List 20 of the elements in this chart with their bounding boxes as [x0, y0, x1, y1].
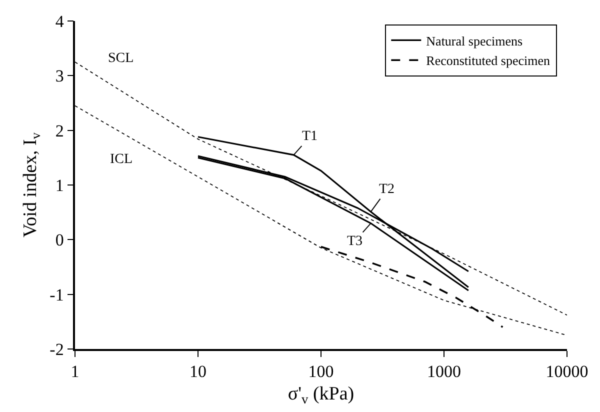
annotation: T1 [302, 129, 318, 144]
x-tick-label: 1 [70, 362, 80, 382]
y-tick-label: -2 [50, 340, 64, 359]
y-tick-label: 2 [55, 121, 64, 140]
x-tick-label: 10 [190, 362, 206, 382]
y-tick-label: 0 [55, 230, 64, 250]
y-tick-label: 1 [55, 176, 64, 195]
y-tick-label: 3 [55, 66, 64, 86]
y-tick-label: 4 [55, 12, 64, 31]
annotation: ICL [110, 152, 133, 167]
x-axis-title: σ'$_{v}$ (kPa) [288, 383, 354, 406]
x-tick-label: 100 [308, 362, 334, 382]
legend-label: Natural specimens [426, 33, 523, 48]
annotation: T2 [379, 182, 395, 197]
y-tick-label: -1 [50, 285, 64, 304]
legend-label: Reconstituted specimen [426, 53, 550, 68]
x-tick-label: 1000 [427, 362, 461, 382]
annotation: SCL [108, 51, 134, 66]
x-tick-label: 10000 [546, 362, 588, 382]
annotation: T3 [347, 234, 363, 249]
